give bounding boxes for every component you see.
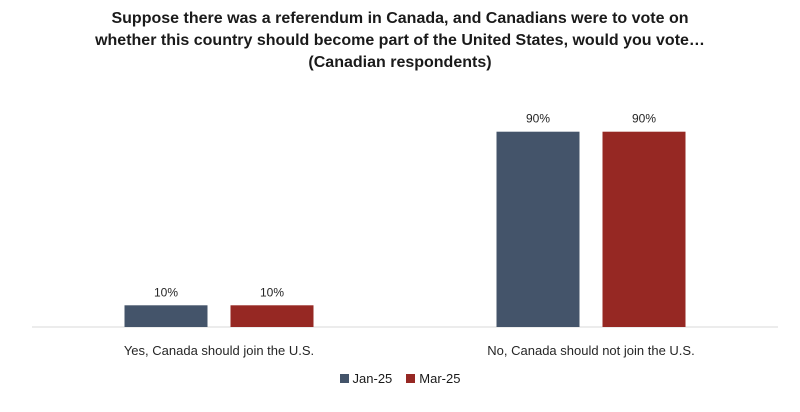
legend-swatch-mar-25 bbox=[406, 374, 416, 383]
bar-jan-25-yes bbox=[124, 305, 208, 327]
legend-item-mar-25: Mar-25 bbox=[406, 371, 460, 386]
data-label-jan-25-yes: 10% bbox=[154, 285, 178, 299]
data-label-jan-25-no: 90% bbox=[526, 112, 550, 126]
legend-swatch-jan-25 bbox=[339, 374, 349, 383]
category-label-no: No, Canada should not join the U.S. bbox=[487, 343, 694, 358]
chart-title-line-2: whether this country should become part … bbox=[95, 32, 705, 49]
bar-mar-25-yes bbox=[230, 305, 314, 327]
data-label-mar-25-no: 90% bbox=[632, 112, 656, 126]
legend-label-mar-25: Mar-25 bbox=[419, 371, 461, 386]
legend: Jan-25 Mar-25 bbox=[0, 371, 800, 386]
legend-label-jan-25: Jan-25 bbox=[352, 371, 393, 386]
chart-title-line-1: Suppose there was a referendum in Canada… bbox=[111, 10, 689, 27]
category-label-yes: Yes, Canada should join the U.S. bbox=[124, 343, 314, 358]
chart-title: Suppose there was a referendum in Canada… bbox=[0, 8, 800, 74]
chart-title-line-3: (Canadian respondents) bbox=[308, 54, 492, 71]
bar-jan-25-no bbox=[496, 131, 580, 327]
legend-item-jan-25: Jan-25 bbox=[339, 371, 393, 386]
bar-mar-25-no bbox=[602, 131, 686, 327]
data-label-mar-25-yes: 10% bbox=[260, 285, 284, 299]
